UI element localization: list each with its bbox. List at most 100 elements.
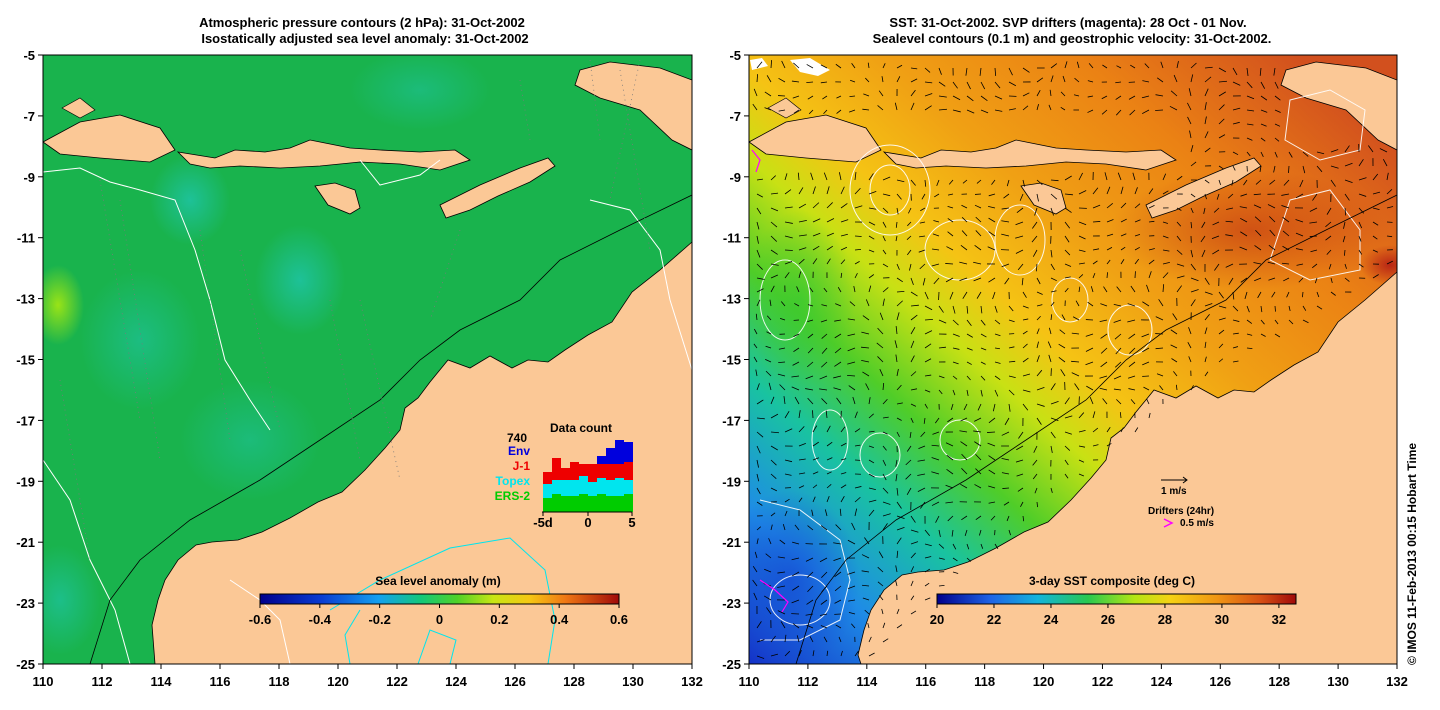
- velocity-vector: [822, 95, 828, 100]
- velocity-vector: [1074, 383, 1080, 391]
- velocity-vector: [1204, 371, 1209, 377]
- velocity-vector: [1119, 412, 1122, 419]
- velocity-vector: [756, 399, 764, 405]
- velocity-vector: [1115, 347, 1122, 355]
- velocity-vector: [882, 193, 891, 197]
- velocity-vector: [854, 496, 861, 503]
- velocity-vector: [1190, 161, 1197, 167]
- velocity-vector: [1008, 389, 1015, 396]
- velocity-vector: [1130, 64, 1136, 69]
- sla-colorbar-ticks: -0.6 -0.4 -0.2 0 0.2 0.4 0.6: [249, 604, 628, 627]
- velocity-vector: [1004, 277, 1010, 285]
- left-lat-label: -13: [16, 292, 35, 307]
- velocity-vector: [1106, 259, 1111, 265]
- velocity-vector: [835, 524, 842, 531]
- velocity-vector: [1330, 291, 1336, 296]
- velocity-vector: [933, 277, 940, 285]
- right-lat-label: -21: [722, 535, 741, 550]
- velocity-vector: [1032, 249, 1038, 257]
- velocity-vector: [1155, 94, 1164, 97]
- velocity-vector: [868, 173, 874, 181]
- velocity-vector: [1254, 277, 1262, 282]
- velocity-vector: [975, 230, 982, 237]
- velocity-vector: [1134, 187, 1138, 195]
- velocity-vector: [1281, 262, 1290, 265]
- velocity-vector: [807, 585, 814, 593]
- velocity-vector: [1008, 81, 1017, 87]
- velocity-vector: [784, 235, 793, 239]
- velocity-vector: [1050, 401, 1059, 405]
- velocity-vector: [1187, 116, 1192, 125]
- velocity-vector: [840, 246, 848, 251]
- right-lon-label: 114: [856, 674, 878, 689]
- velocity-vector: [819, 375, 828, 380]
- velocity-vector: [1047, 341, 1052, 349]
- velocity-vector: [947, 193, 954, 196]
- velocity-vector: [1022, 515, 1025, 522]
- velocity-vector: [1188, 356, 1192, 363]
- sla-colorbar-title: Sea level anomaly (m): [375, 574, 500, 588]
- velocity-vector: [1120, 186, 1124, 195]
- velocity-vector: [1172, 313, 1178, 321]
- right-lat-label: -25: [722, 657, 741, 672]
- velocity-vector: [779, 317, 786, 321]
- velocity-vector: [1155, 109, 1164, 111]
- velocity-vector: [946, 454, 954, 461]
- data-count-bar-segment: [552, 494, 561, 512]
- velocity-vector: [1036, 104, 1039, 111]
- velocity-vector: [980, 319, 986, 326]
- island: [61, 97, 96, 119]
- velocity-vector: [882, 638, 889, 643]
- satellite-tracks: [59, 59, 651, 561]
- velocity-vector: [1102, 398, 1108, 405]
- velocity-vector: [798, 426, 805, 433]
- velocity-vector: [879, 369, 884, 377]
- velocity-vector: [1316, 151, 1325, 155]
- velocity-vector: [882, 235, 886, 242]
- velocity-vector: [906, 235, 912, 240]
- velocity-vector: [1232, 360, 1239, 363]
- velocity-vector: [1274, 333, 1281, 338]
- velocity-vector: [1087, 301, 1094, 307]
- velocity-vector: [1228, 277, 1234, 285]
- velocity-vector: [868, 499, 877, 503]
- velocity-vector: [819, 388, 828, 391]
- velocity-vector: [1134, 258, 1140, 265]
- velocity-vector: [1116, 286, 1122, 293]
- velocity-vector: [1386, 260, 1394, 265]
- velocity-vector: [1050, 179, 1059, 182]
- sla-colorbar-tick-label: -0.2: [368, 612, 390, 627]
- velocity-vector: [988, 217, 996, 223]
- velocity-vector: [861, 346, 870, 349]
- velocity-vector: [798, 247, 807, 251]
- java-island: [43, 114, 176, 163]
- velocity-vector: [778, 347, 786, 350]
- velocity-vector: [952, 347, 960, 350]
- velocity-vector: [868, 285, 872, 293]
- velocity-vector: [839, 508, 842, 517]
- sst-colorbar-tick-label: 20: [930, 612, 944, 627]
- velocity-vector: [821, 304, 828, 307]
- velocity-vector: [1050, 314, 1053, 321]
- velocity-vector: [756, 61, 763, 69]
- velocity-vector: [1092, 260, 1098, 265]
- velocity-vector: [980, 389, 983, 397]
- sst-colorbar-tick-label: 22: [987, 612, 1001, 627]
- velocity-vector: [1148, 205, 1155, 209]
- island: [767, 97, 802, 119]
- velocity-vector: [798, 485, 805, 489]
- velocity-vector: [784, 221, 793, 224]
- velocity-vector: [792, 95, 800, 99]
- velocity-vector: [756, 526, 762, 531]
- velocity-vector: [1128, 95, 1136, 100]
- velocity-vector: [826, 471, 832, 475]
- velocity-vector: [1001, 472, 1010, 475]
- velocity-vector: [1076, 61, 1080, 69]
- velocity-vector: [1128, 333, 1136, 340]
- velocity-vector: [938, 67, 942, 75]
- velocity-vector: [796, 635, 800, 643]
- velocity-vector: [1227, 193, 1234, 199]
- velocity-vector: [1344, 193, 1350, 201]
- velocity-vector: [882, 263, 889, 268]
- velocity-vector: [1246, 347, 1253, 350]
